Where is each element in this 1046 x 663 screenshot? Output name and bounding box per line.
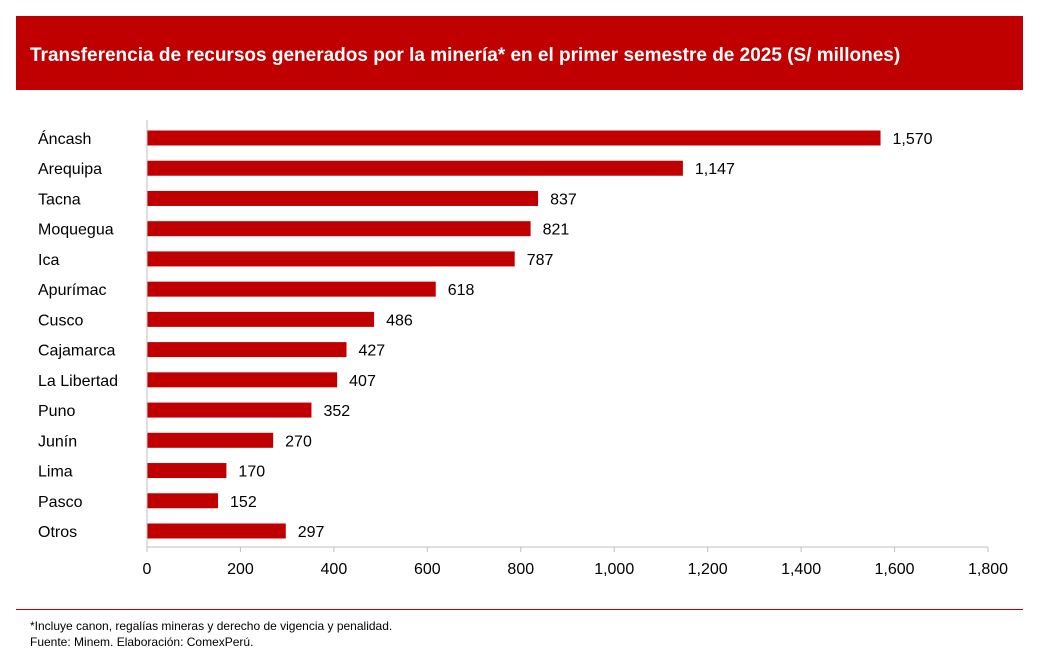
x-tick-label: 1,000 bbox=[594, 561, 634, 578]
category-label: Moquegua bbox=[38, 222, 114, 239]
data-label: 787 bbox=[527, 252, 554, 269]
bar bbox=[147, 372, 338, 388]
category-label: Tacna bbox=[38, 191, 81, 208]
category-label: Otros bbox=[38, 524, 77, 541]
x-tick-label: 1,600 bbox=[875, 561, 915, 578]
data-label: 486 bbox=[386, 312, 413, 329]
category-label: Cusco bbox=[38, 312, 83, 329]
category-label: Áncash bbox=[38, 129, 91, 148]
bar bbox=[147, 221, 531, 237]
bar bbox=[147, 493, 219, 509]
bar-chart: Áncash 1,570 Arequipa 1,147 Tacna 837 Moquegua… bbox=[38, 120, 1008, 578]
x-tick-label: 1,200 bbox=[688, 561, 728, 578]
data-label: 821 bbox=[543, 222, 570, 239]
bar bbox=[147, 311, 375, 327]
data-label: 427 bbox=[359, 343, 386, 360]
footer-divider bbox=[16, 609, 1023, 610]
data-label: 152 bbox=[230, 494, 257, 511]
category-label: Apurímac bbox=[38, 282, 106, 299]
data-label: 837 bbox=[550, 191, 577, 208]
category-label: Junín bbox=[38, 433, 77, 450]
x-tick-label: 1,400 bbox=[781, 561, 821, 578]
data-label: 407 bbox=[349, 373, 376, 390]
x-tick-label: 800 bbox=[507, 561, 534, 578]
data-label: 270 bbox=[285, 433, 312, 450]
footnote: *Incluye canon, regalías mineras y derec… bbox=[30, 619, 393, 633]
data-label: 1,570 bbox=[893, 131, 933, 148]
bar bbox=[147, 402, 312, 418]
bar bbox=[147, 251, 515, 267]
x-tick-label: 0 bbox=[143, 561, 152, 578]
category-label: Ica bbox=[38, 252, 59, 269]
data-label: 1,147 bbox=[695, 161, 735, 178]
title-banner: Transferencia de recursos generados por … bbox=[16, 16, 1023, 90]
category-label: La Libertad bbox=[38, 373, 118, 390]
category-label: Puno bbox=[38, 403, 75, 420]
bar bbox=[147, 160, 683, 176]
data-label: 297 bbox=[298, 524, 325, 541]
data-label: 618 bbox=[448, 282, 475, 299]
x-tick-label: 1,800 bbox=[968, 561, 1008, 578]
x-tick-label: 400 bbox=[321, 561, 348, 578]
source-note: Fuente: Minem. Elaboración: ComexPerú. bbox=[30, 635, 254, 649]
bar bbox=[147, 190, 539, 206]
chart-title: Transferencia de recursos generados por … bbox=[30, 45, 901, 66]
x-tick-label: 600 bbox=[414, 561, 441, 578]
bar bbox=[147, 130, 881, 146]
x-tick-label: 200 bbox=[227, 561, 254, 578]
bar bbox=[147, 523, 286, 539]
category-label: Pasco bbox=[38, 494, 83, 511]
category-label: Lima bbox=[38, 464, 73, 481]
bar bbox=[147, 342, 347, 358]
data-label: 170 bbox=[238, 464, 265, 481]
bar bbox=[147, 281, 436, 297]
bar bbox=[147, 463, 227, 479]
category-label: Arequipa bbox=[38, 161, 102, 178]
data-label: 352 bbox=[323, 403, 350, 420]
bar bbox=[147, 432, 274, 448]
category-label: Cajamarca bbox=[38, 343, 115, 360]
